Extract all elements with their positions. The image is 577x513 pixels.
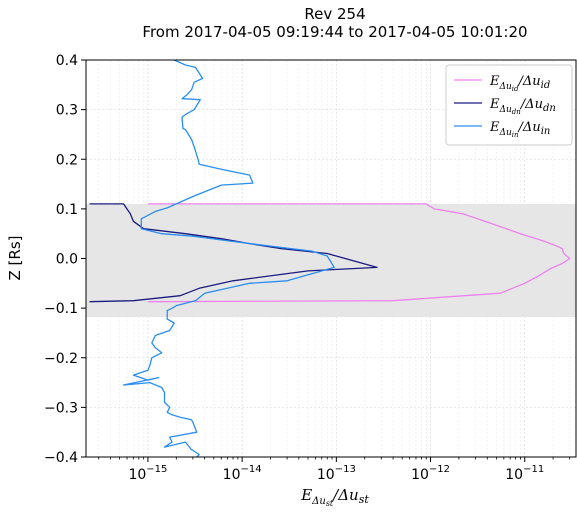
x-tick-label: 10−15 — [128, 464, 167, 483]
x-tick-label: 10−14 — [223, 464, 262, 483]
y-axis-label: Z [Rs] — [6, 236, 24, 281]
y-tick-label: −0.4 — [44, 450, 78, 466]
x-axis-ticks: 10−15 10−14 10−13 10−12 10−11 — [98, 457, 571, 483]
legend-label-1: EΔudn/Δudn — [489, 97, 556, 116]
x-tick-label: 10−13 — [317, 464, 356, 483]
legend-label-0: EΔuid/Δuid — [489, 74, 550, 93]
chart-subtitle: From 2017-04-05 09:19:44 to 2017-04-05 1… — [142, 23, 527, 41]
y-axis-ticks: 0.4 0.3 0.2 0.1 0.0 −0.1 −0.2 −0.3 −0.4 — [44, 53, 86, 466]
y-tick-label: −0.2 — [44, 351, 78, 367]
x-tick-label: 10−12 — [411, 464, 450, 483]
legend-label-2: EΔuin/Δuin — [489, 120, 550, 139]
series-line-0 — [147, 203, 571, 303]
y-tick-label: 0.3 — [56, 103, 78, 119]
y-tick-label: 0.0 — [56, 252, 78, 268]
shaded-band-rect — [86, 203, 576, 318]
legend-box — [445, 64, 573, 146]
y-tick-label: 0.2 — [56, 152, 78, 168]
legend: EΔuid/Δuid EΔudn/Δudn EΔuin/Δuin — [445, 64, 573, 146]
shaded-band — [86, 203, 576, 318]
y-tick-label: −0.1 — [44, 301, 78, 317]
chart-title: Rev 254 — [304, 5, 365, 23]
x-axis-label: EΔust/Δust — [300, 486, 369, 508]
series-layer — [89, 59, 571, 458]
series-line-2 — [122, 59, 335, 458]
series-line-1 — [89, 203, 378, 303]
y-tick-label: 0.4 — [56, 53, 78, 69]
y-tick-label: −0.3 — [44, 400, 78, 416]
y-tick-label: 0.1 — [56, 202, 78, 218]
x-tick-label: 10−11 — [505, 464, 544, 483]
